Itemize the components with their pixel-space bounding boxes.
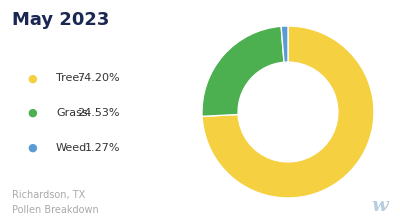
Text: May 2023: May 2023 bbox=[12, 11, 109, 29]
Text: 1.27%: 1.27% bbox=[84, 143, 120, 153]
Wedge shape bbox=[281, 26, 288, 62]
Text: Grass:: Grass: bbox=[56, 108, 91, 118]
Text: 74.20%: 74.20% bbox=[77, 73, 120, 83]
Text: ●: ● bbox=[27, 108, 37, 118]
Wedge shape bbox=[202, 26, 284, 116]
Text: Weed:: Weed: bbox=[56, 143, 91, 153]
Text: ●: ● bbox=[27, 143, 37, 153]
Text: w: w bbox=[371, 197, 388, 215]
Text: Tree:: Tree: bbox=[56, 73, 83, 83]
Wedge shape bbox=[202, 26, 374, 198]
Text: 24.53%: 24.53% bbox=[78, 108, 120, 118]
Text: Richardson, TX
Pollen Breakdown: Richardson, TX Pollen Breakdown bbox=[12, 190, 99, 215]
Text: ●: ● bbox=[27, 73, 37, 83]
